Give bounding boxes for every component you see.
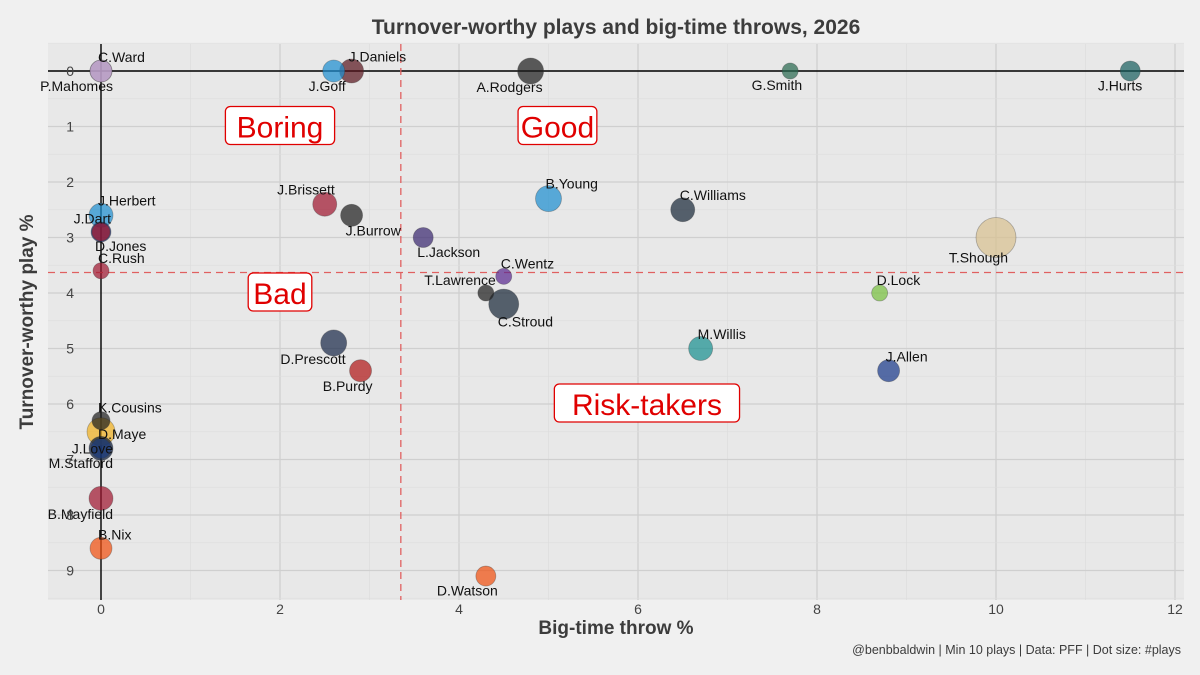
x-axis-title: Big-time throw %: [538, 618, 693, 639]
quadrant-label-box: [247, 272, 313, 312]
point-label: B.Purdy: [323, 378, 373, 394]
data-point: [91, 411, 111, 431]
point-label: M.Willis: [698, 326, 746, 342]
quadrant-label: Good: [517, 105, 598, 146]
data-point: [1119, 60, 1141, 82]
data-point: [312, 191, 338, 217]
y-tick-label: 6: [66, 396, 74, 412]
point-label: J.Goff: [309, 78, 346, 94]
chart-title: Turnover-worthy plays and big-time throw…: [372, 16, 861, 39]
data-point: [340, 203, 364, 227]
point-label: D.Prescott: [280, 351, 345, 367]
data-point: [975, 217, 1017, 258]
y-tick-label: 1: [66, 119, 74, 135]
data-point: [477, 284, 495, 302]
data-point: [535, 185, 562, 213]
point-label: K.Cousins: [98, 400, 162, 416]
point-label: C.Rush: [98, 250, 145, 266]
data-point: [89, 59, 113, 83]
data-point: [495, 267, 513, 285]
point-label: T.Shough: [949, 250, 1008, 266]
point-label: C.Stroud: [498, 313, 553, 329]
reference-lines: [48, 44, 1184, 600]
point-label: C.Ward: [98, 49, 145, 65]
x-tick-label: 12: [1167, 601, 1183, 617]
data-points: [86, 57, 1141, 587]
data-point: [91, 222, 111, 242]
point-label: B.Nix: [98, 526, 131, 542]
point-label: L.Jackson: [417, 244, 480, 260]
data-point: [88, 485, 114, 511]
point-label: C.Williams: [680, 187, 746, 203]
point-label: J.Daniels: [349, 48, 407, 64]
point-label: B.Young: [546, 176, 598, 192]
x-tick-label: 6: [634, 601, 642, 617]
point-label: G.Smith: [752, 77, 803, 93]
point-label: B.Mayfield: [48, 506, 113, 522]
data-point: [475, 565, 497, 587]
point-label: P.Mahomes: [40, 78, 113, 94]
x-tick-label: 8: [813, 601, 821, 617]
chart-caption: @benbbaldwin | Min 10 plays | Data: PFF …: [852, 643, 1181, 657]
y-tick-label: 8: [66, 507, 74, 523]
x-tick-label: 0: [97, 601, 105, 617]
quadrant-label-box: [553, 383, 741, 423]
point-label: D.Lock: [877, 272, 922, 288]
point-label: D.Maye: [98, 426, 146, 442]
data-point: [517, 57, 544, 85]
x-tick-label: 2: [276, 601, 284, 617]
y-tick-label: 3: [66, 230, 74, 246]
data-point: [871, 284, 889, 302]
quadrant-label: Boring: [224, 105, 336, 146]
point-label: J.Herbert: [98, 193, 156, 209]
plot-panel: [48, 44, 1184, 600]
quadrant-label-text: Good: [521, 112, 594, 145]
data-point: [349, 359, 372, 383]
quadrant-label-box: [517, 105, 598, 146]
y-tick-label: 2: [66, 174, 74, 190]
point-label: T.Lawrence: [424, 272, 496, 288]
point-label: J.Allen: [886, 349, 928, 365]
y-tick-label: 5: [66, 341, 74, 357]
data-point: [92, 262, 110, 280]
point-label: M.Stafford: [49, 455, 113, 471]
quadrant-label: Risk-takers: [553, 383, 741, 423]
y-tick-label: 7: [66, 452, 74, 468]
point-label: J.Love: [72, 440, 113, 456]
data-point: [670, 197, 696, 223]
point-label: J.Burrow: [346, 222, 402, 238]
x-tick-label: 4: [455, 601, 463, 617]
quadrant-label: Bad: [247, 272, 313, 312]
y-tick-label: 4: [66, 285, 74, 301]
point-label: D.Jones: [95, 238, 146, 254]
data-point: [877, 359, 900, 383]
quadrant-label-text: Risk-takers: [572, 389, 722, 422]
point-label: J.Dart: [74, 210, 111, 226]
y-axis-title: Turnover-worthy play %: [17, 214, 38, 429]
quadrant-label-text: Bad: [253, 278, 306, 311]
quadrant-label-text: Boring: [237, 112, 324, 145]
data-point: [688, 336, 714, 361]
point-label: A.Rodgers: [476, 79, 542, 95]
data-point: [781, 62, 799, 80]
data-point: [90, 437, 112, 459]
point-label: J.Brissett: [277, 182, 335, 198]
data-point: [412, 227, 434, 248]
data-point: [488, 288, 520, 320]
y-tick-label: 9: [66, 563, 74, 579]
point-label: J.Hurts: [1098, 78, 1142, 94]
point-label: C.Wentz: [501, 255, 554, 271]
data-point: [322, 59, 346, 83]
quadrant-labels: Boring Good Bad Risk-takers: [224, 105, 741, 423]
x-tick-label: 10: [988, 601, 1004, 617]
point-label: D.Watson: [437, 583, 498, 599]
data-point: [320, 329, 348, 357]
y-tick-label: 0: [66, 63, 74, 79]
quadrant-label-box: [224, 105, 336, 146]
data-point: [89, 536, 113, 560]
